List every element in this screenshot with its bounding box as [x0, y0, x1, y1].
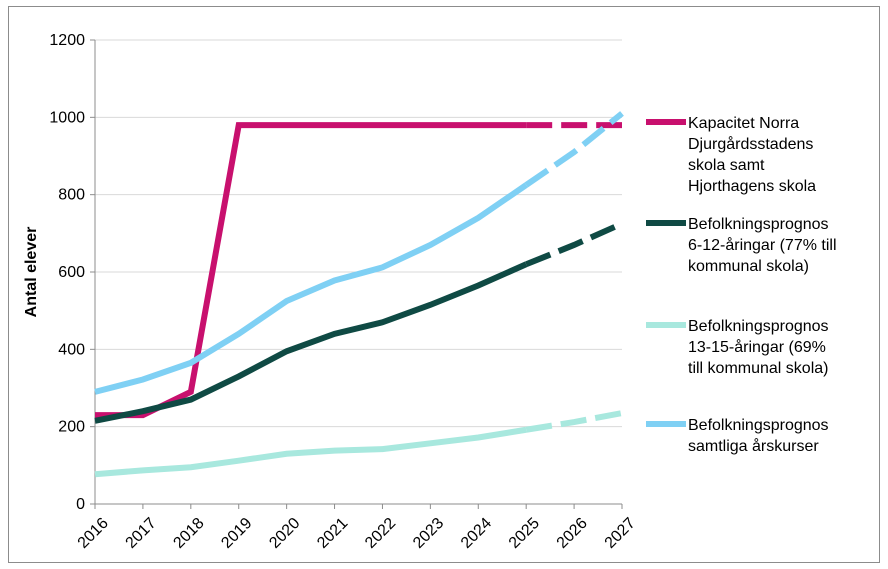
x-tick-label: 2021 [314, 515, 351, 552]
series-line-4 [94, 182, 528, 395]
legend-label: 13-15-åringar (69% [688, 338, 826, 356]
series-lines [94, 111, 624, 478]
legend-label: Djurgårdsstadens [688, 135, 813, 153]
y-tick-label: 200 [58, 419, 85, 436]
x-tick-label: 2025 [506, 515, 543, 552]
x-tick-label: 2026 [554, 515, 591, 552]
legend-label: till kommunal skola) [688, 360, 828, 377]
y-tick-label: 1000 [49, 109, 85, 126]
series-line-3 [94, 426, 527, 478]
y-tick-label: 400 [58, 341, 85, 358]
x-tick-label: 2018 [170, 515, 207, 552]
legend-label: Befolkningsprognos [688, 318, 829, 335]
legend-label: samtliga årskurser [688, 437, 819, 455]
x-tick-label: 2023 [410, 515, 447, 552]
legend-label: 6-12-åringar (77% till [688, 236, 837, 254]
legend-label: Hjorthagens skola [688, 178, 816, 195]
series-line-2 [94, 261, 528, 424]
x-tick-label: 2024 [458, 515, 495, 552]
x-axis-ticks: 2016 2017 2018 2019 2020 2021 2022 2023 2024 2025… [75, 503, 639, 552]
x-tick-label: 2027 [602, 515, 639, 552]
legend-label: skola samt [688, 157, 765, 174]
x-tick-label: 2022 [362, 515, 399, 552]
y-tick-label: 600 [58, 264, 85, 281]
series-line-2-forecast [525, 220, 624, 268]
y-axis-label: Antal elever [23, 227, 40, 318]
y-axis-ticks: 0 200 400 600 800 1000 1200 [49, 32, 96, 513]
x-tick-label: 2019 [218, 515, 255, 552]
legend-label: Befolkningsprognos [688, 417, 829, 434]
legend-label: Befolkningsprognos [688, 216, 829, 233]
y-tick-label: 800 [58, 187, 85, 204]
legend: Kapacitet Norra Djurgårdsstadens skola sam… [646, 115, 837, 455]
y-tick-label: 0 [76, 496, 85, 513]
series-line-4-forecast [524, 111, 624, 188]
y-tick-label: 1200 [49, 32, 85, 49]
legend-label: Kapacitet Norra [688, 115, 799, 132]
x-tick-label: 2017 [123, 515, 160, 552]
series-line-3-forecast [525, 410, 623, 433]
x-tick-label: 2020 [266, 515, 303, 552]
x-tick-label: 2016 [75, 515, 112, 552]
legend-label: kommunal skola) [688, 258, 809, 275]
